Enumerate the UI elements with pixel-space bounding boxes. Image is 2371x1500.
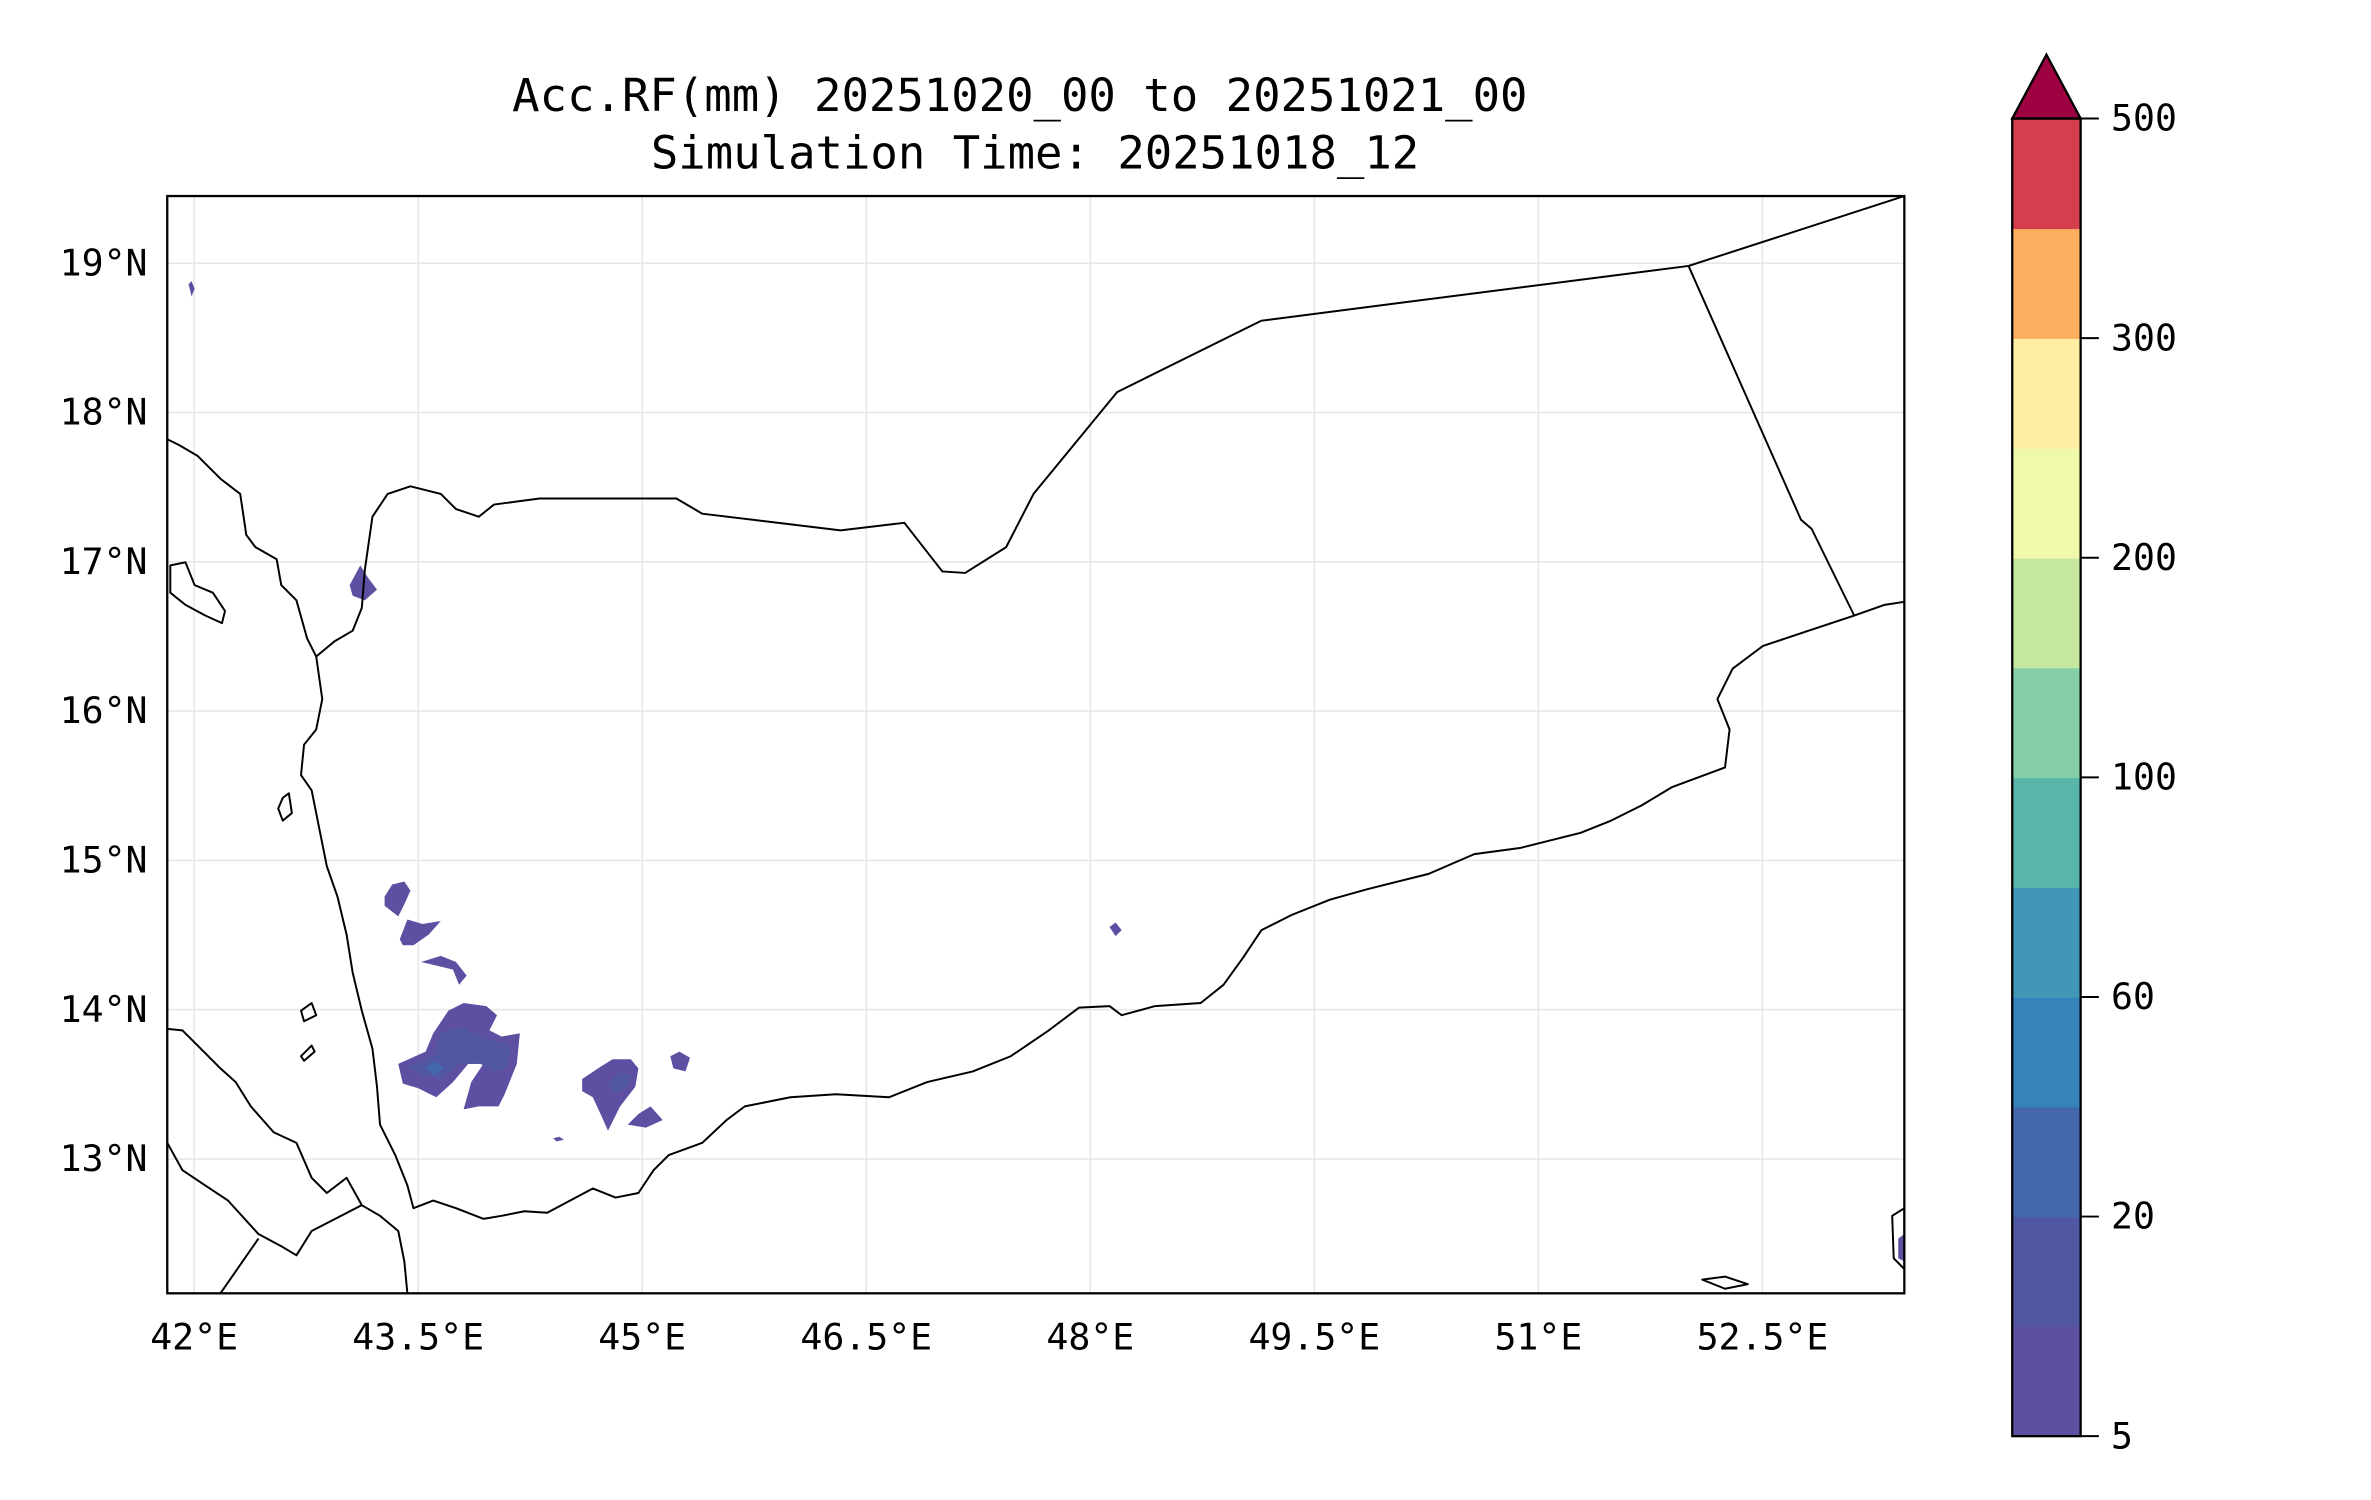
rain-cell	[399, 919, 441, 946]
colorbar-bin	[2012, 996, 2081, 1108]
colorbar-bin	[2012, 887, 2081, 998]
eritrea-coastline	[167, 1027, 409, 1294]
colorbar-tick-label: 60	[2111, 975, 2155, 1018]
rain-cell	[384, 881, 411, 917]
y-tick-label: 17°N	[60, 540, 148, 583]
colorbar-tick-label: 20	[2111, 1195, 2155, 1238]
y-tick-label: 18°N	[60, 391, 148, 434]
island	[300, 1044, 316, 1062]
colorbar-bin	[2012, 118, 2081, 230]
y-tick-label: 13°N	[60, 1137, 148, 1180]
x-tick-label: 52.5°E	[1697, 1316, 1829, 1359]
rainfall-contours	[188, 281, 1905, 1262]
colorbar-bin	[2012, 338, 2081, 449]
colorbar-bin	[2012, 1106, 2081, 1218]
colorbar-tick-label: 100	[2111, 756, 2177, 799]
yemen-coastline	[167, 438, 1905, 1220]
saudi-yemen-border	[315, 196, 1905, 658]
x-tick-label: 42°E	[150, 1316, 238, 1359]
rain-cell	[553, 1136, 564, 1142]
y-tick-label: 14°N	[60, 988, 148, 1031]
colorbar-bin	[2012, 777, 2081, 888]
rain-cell	[627, 1106, 663, 1128]
rain-cell	[670, 1051, 691, 1072]
chart-title-line2: Simulation Time: 20251018_12	[651, 127, 1419, 180]
y-tick-label: 16°N	[60, 689, 148, 732]
x-tick-label: 48°E	[1046, 1316, 1134, 1359]
colorbar-tick-label: 300	[2111, 316, 2177, 359]
gridlines	[167, 196, 1905, 1294]
map-frame	[166, 194, 1906, 1295]
map-area	[167, 196, 1905, 1294]
rain-cell	[421, 955, 467, 985]
rain-cell	[582, 1059, 639, 1131]
colorbar-bin	[2012, 1326, 2081, 1437]
y-tick-label: 15°N	[60, 839, 148, 882]
rain-cell	[607, 1072, 633, 1095]
y-axis-ticks: 13°N 14°N 15°N 16°N 17°N 18°N 19°N	[60, 241, 148, 1180]
x-tick-label: 43.5°E	[352, 1316, 484, 1359]
rain-cell	[188, 281, 195, 297]
island	[300, 1002, 318, 1023]
chart-title-line1: Acc.RF(mm) 20251020_00 to 20251021_00	[512, 69, 1527, 122]
colorbar-tick-label: 200	[2111, 536, 2177, 579]
africa-border	[219, 1238, 260, 1294]
rain-cell	[1898, 1234, 1905, 1262]
socotra-tip	[1891, 1207, 1905, 1270]
farasan-islands	[169, 561, 227, 625]
x-tick-label: 51°E	[1494, 1316, 1582, 1359]
y-tick-label: 19°N	[60, 241, 148, 284]
colorbar-tick-label: 500	[2111, 97, 2177, 140]
x-tick-label: 46.5°E	[800, 1316, 932, 1359]
africa-border	[167, 1142, 363, 1257]
x-axis-ticks: 42°E 43.5°E 45°E 46.5°E 48°E 49.5°E 51°E 52.5°E	[150, 1316, 1828, 1359]
colorbar-bin	[2012, 1216, 2081, 1328]
colorbar-bin	[2012, 447, 2081, 559]
colorbar-bin	[2012, 228, 2081, 339]
x-tick-label: 45°E	[598, 1316, 686, 1359]
kamaran-island	[277, 792, 293, 822]
colorbar-bin	[2012, 667, 2081, 779]
colorbar-bin	[2012, 557, 2081, 669]
x-tick-label: 49.5°E	[1248, 1316, 1380, 1359]
colorbar-tick-label: 5	[2111, 1414, 2133, 1457]
colorbar-extend-arrow	[2010, 52, 2083, 120]
oman-yemen-border	[1687, 265, 1856, 616]
rain-cell	[1109, 922, 1122, 937]
colorbar: 5 20 60 100 200 300 500	[2010, 52, 2177, 1457]
island	[1701, 1275, 1749, 1290]
